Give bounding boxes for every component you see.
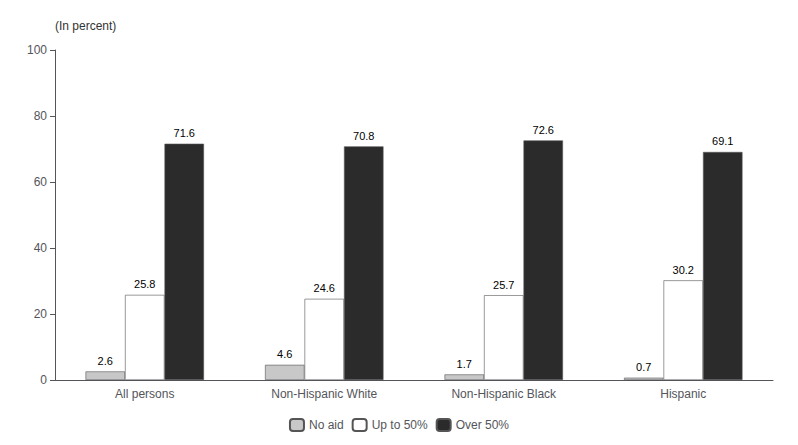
svg-text:80: 80 xyxy=(34,109,48,123)
svg-text:60: 60 xyxy=(34,175,48,189)
svg-text:25.8: 25.8 xyxy=(134,278,155,290)
svg-text:69.1: 69.1 xyxy=(712,135,733,147)
svg-text:4.6: 4.6 xyxy=(277,348,292,360)
svg-text:70.8: 70.8 xyxy=(353,130,374,142)
svg-text:Up to 50%: Up to 50% xyxy=(372,418,428,432)
svg-text:0: 0 xyxy=(40,373,47,387)
svg-text:Non-Hispanic Black: Non-Hispanic Black xyxy=(451,387,557,401)
svg-text:0.7: 0.7 xyxy=(636,361,651,373)
svg-text:1.7: 1.7 xyxy=(457,358,472,370)
svg-text:Non-Hispanic White: Non-Hispanic White xyxy=(271,387,377,401)
svg-text:71.6: 71.6 xyxy=(174,127,195,139)
svg-text:2.6: 2.6 xyxy=(98,355,113,367)
svg-text:No aid: No aid xyxy=(309,418,344,432)
svg-text:24.6: 24.6 xyxy=(314,282,335,294)
svg-text:25.7: 25.7 xyxy=(493,279,514,291)
svg-text:100: 100 xyxy=(27,43,47,57)
svg-text:30.2: 30.2 xyxy=(673,264,694,276)
svg-text:All persons: All persons xyxy=(115,387,174,401)
svg-text:20: 20 xyxy=(34,307,48,321)
svg-text:Over 50%: Over 50% xyxy=(456,418,510,432)
svg-text:40: 40 xyxy=(34,241,48,255)
svg-text:(In percent): (In percent) xyxy=(55,19,116,33)
svg-text:72.6: 72.6 xyxy=(533,124,554,136)
svg-text:Hispanic: Hispanic xyxy=(660,387,706,401)
